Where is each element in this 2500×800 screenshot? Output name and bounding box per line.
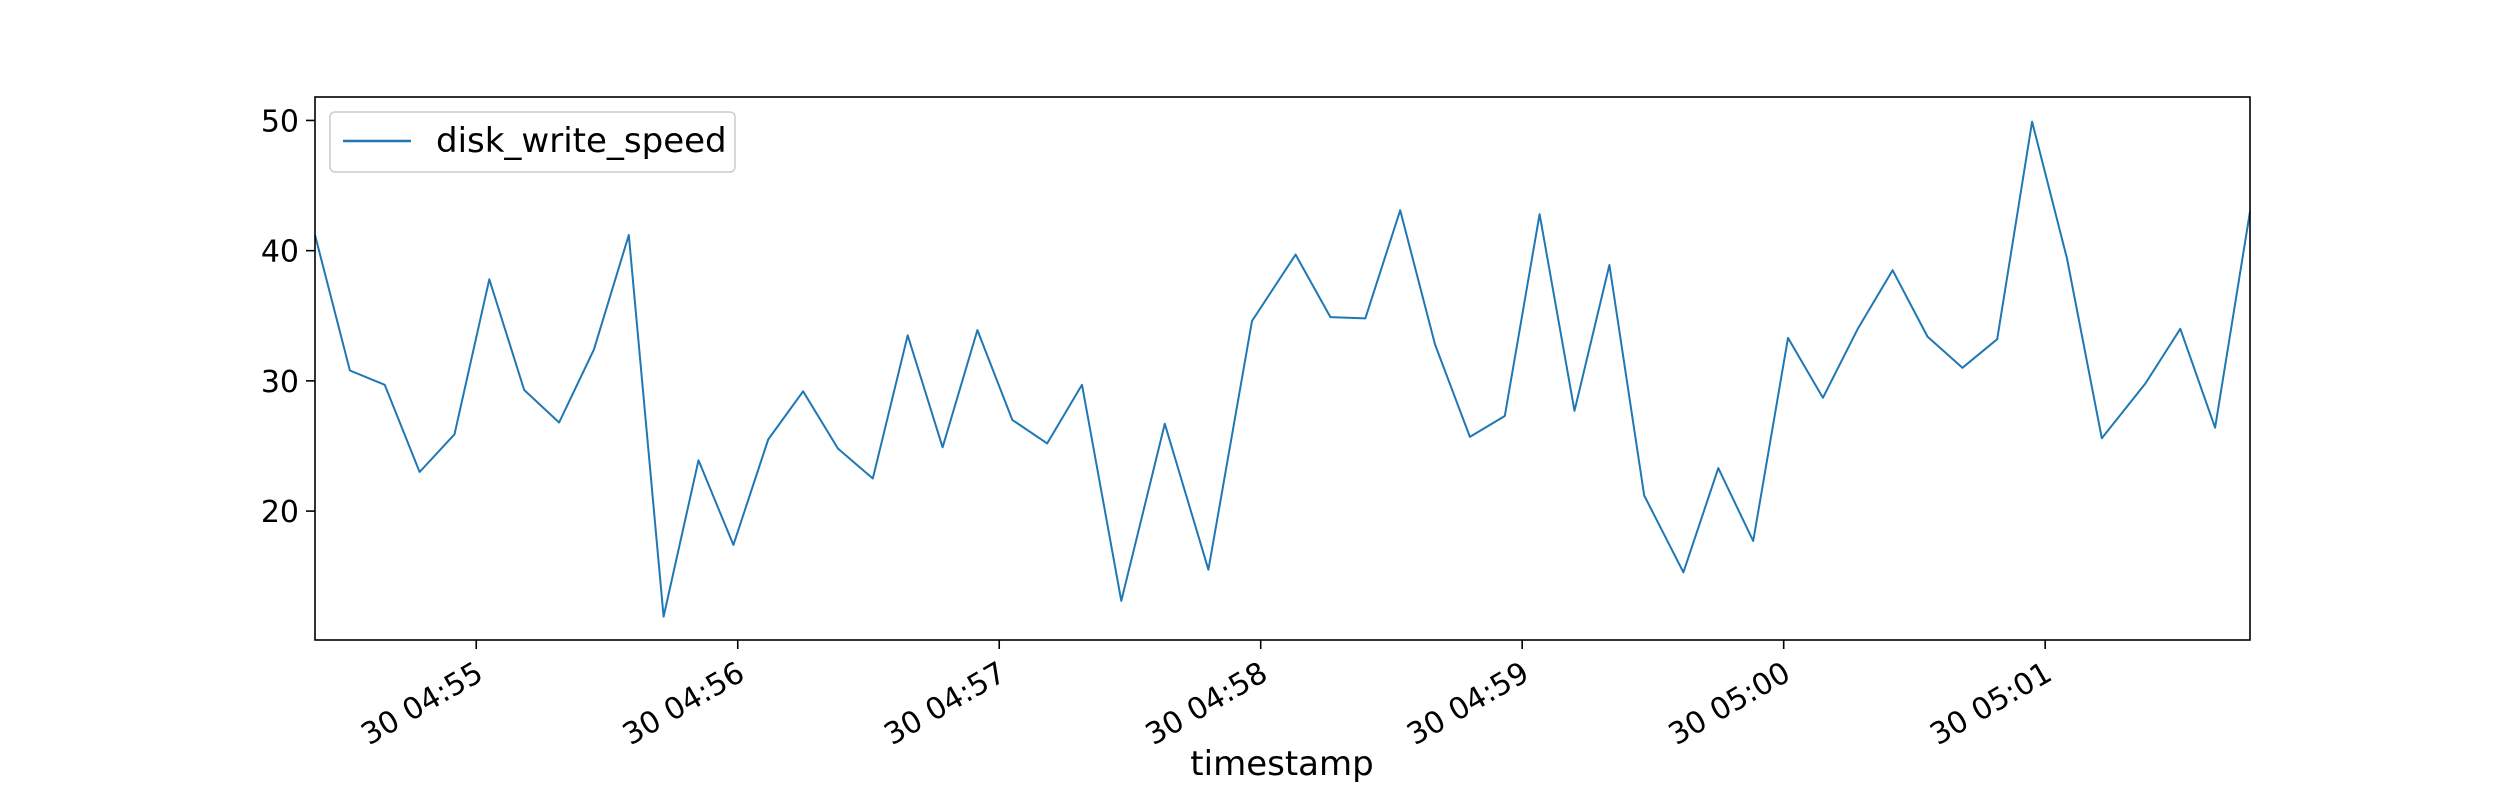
plot-frame [314, 96, 2251, 641]
legend-box [329, 111, 736, 173]
y-tick-label: 20 [261, 495, 299, 530]
legend-label: disk_write_speed [436, 121, 727, 161]
series-line-disk-write-speed [314, 120, 2251, 618]
y-axis: 20 30 40 50 [261, 104, 315, 530]
y-tick-label: 50 [261, 104, 299, 139]
y-tick-label: 40 [261, 235, 299, 270]
y-tick-label: 30 [261, 365, 299, 400]
plot-area [314, 120, 2251, 618]
legend: disk_write_speed [329, 111, 736, 173]
x-axis-title: timestamp [1190, 744, 1373, 784]
